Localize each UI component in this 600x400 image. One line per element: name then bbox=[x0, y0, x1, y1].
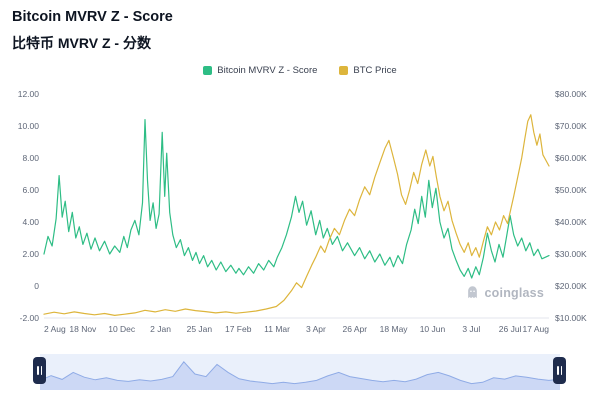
svg-text:-2.00: -2.00 bbox=[20, 313, 40, 323]
navigator-handle-left[interactable] bbox=[33, 357, 46, 385]
svg-text:25 Jan: 25 Jan bbox=[187, 324, 213, 334]
svg-text:2.00: 2.00 bbox=[22, 249, 39, 259]
svg-text:18 Nov: 18 Nov bbox=[69, 324, 97, 334]
svg-text:17 Feb: 17 Feb bbox=[225, 324, 252, 334]
svg-text:3 Apr: 3 Apr bbox=[306, 324, 326, 334]
svg-text:17 Aug: 17 Aug bbox=[523, 324, 550, 334]
svg-text:26 Apr: 26 Apr bbox=[342, 324, 367, 334]
svg-text:$30.00K: $30.00K bbox=[555, 249, 587, 259]
svg-text:$80.00K: $80.00K bbox=[555, 89, 587, 99]
svg-text:3 Jul: 3 Jul bbox=[462, 324, 480, 334]
navigator-handle-right[interactable] bbox=[553, 357, 566, 385]
svg-text:0: 0 bbox=[34, 281, 39, 291]
page-subtitle-zh: 比特币 MVRV Z - 分数 bbox=[12, 35, 151, 52]
legend-item-btc-price[interactable]: BTC Price bbox=[339, 64, 397, 76]
chart-legend: Bitcoin MVRV Z - Score BTC Price bbox=[0, 62, 600, 78]
navigator-minimap[interactable] bbox=[0, 348, 600, 394]
svg-text:$20.00K: $20.00K bbox=[555, 281, 587, 291]
svg-text:18 May: 18 May bbox=[380, 324, 409, 334]
svg-text:$10.00K: $10.00K bbox=[555, 313, 587, 323]
legend-item-mvrv[interactable]: Bitcoin MVRV Z - Score bbox=[203, 65, 317, 76]
page-title: Bitcoin MVRV Z - Score bbox=[12, 9, 173, 25]
svg-text:2 Aug: 2 Aug bbox=[44, 324, 66, 334]
mvrv-series-swatch-icon bbox=[203, 65, 213, 75]
svg-text:10.00: 10.00 bbox=[18, 121, 40, 131]
svg-text:$60.00K: $60.00K bbox=[555, 153, 587, 163]
svg-text:2 Jan: 2 Jan bbox=[150, 324, 171, 334]
svg-text:26 Jul: 26 Jul bbox=[499, 324, 522, 334]
svg-text:6.00: 6.00 bbox=[22, 185, 39, 195]
svg-text:10 Dec: 10 Dec bbox=[108, 324, 136, 334]
svg-text:10 Jun: 10 Jun bbox=[420, 324, 446, 334]
svg-text:8.00: 8.00 bbox=[22, 153, 39, 163]
mvrv-btc-line-chart[interactable]: 12.00 10.00 8.00 6.00 4.00 2.00 0 -2.00 $80.00K $… bbox=[0, 80, 600, 344]
svg-text:11 Mar: 11 Mar bbox=[264, 324, 290, 334]
btc-series-swatch-icon bbox=[339, 65, 349, 75]
svg-text:$40.00K: $40.00K bbox=[555, 217, 587, 227]
svg-text:12.00: 12.00 bbox=[18, 89, 40, 99]
svg-text:$70.00K: $70.00K bbox=[555, 121, 587, 131]
ghost-icon bbox=[467, 286, 477, 299]
legend-label-mvrv: Bitcoin MVRV Z - Score bbox=[217, 64, 318, 76]
page-header: Bitcoin MVRV Z - Score 比特币 MVRV Z - 分数 bbox=[0, 0, 600, 53]
main-chart-area[interactable]: 12.00 10.00 8.00 6.00 4.00 2.00 0 -2.00 $80.00K $… bbox=[0, 80, 600, 344]
legend-label-btc-price: BTC Price bbox=[353, 64, 397, 76]
coinglass-watermark: coinglass bbox=[465, 285, 544, 300]
svg-text:$50.00K: $50.00K bbox=[555, 185, 587, 195]
svg-text:4.00: 4.00 bbox=[22, 217, 39, 227]
range-navigator[interactable] bbox=[0, 348, 600, 394]
watermark-label: coinglass bbox=[484, 285, 544, 300]
